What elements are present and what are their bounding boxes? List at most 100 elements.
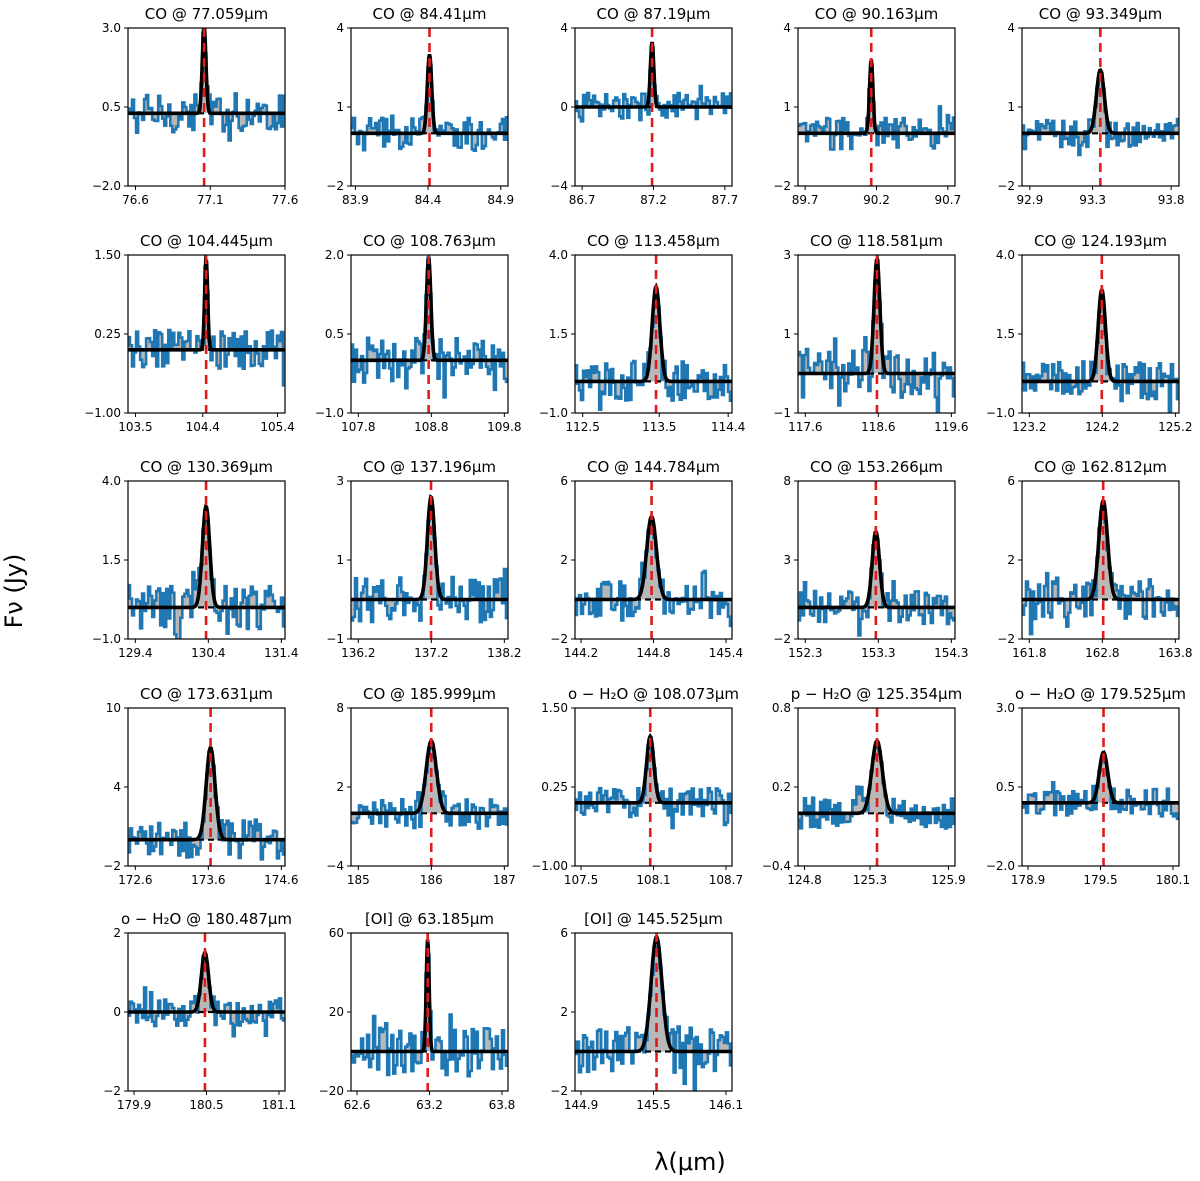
y-tick-label: 2 — [336, 780, 344, 794]
y-tick-label: 1.5 — [102, 553, 121, 567]
plot-area — [1022, 28, 1179, 186]
y-tick-label: −1 — [773, 406, 791, 420]
plot-area — [351, 255, 508, 413]
x-tick-label: 108.1 — [636, 873, 670, 887]
gaussian-fit — [128, 28, 285, 116]
y-tick-label: −2 — [773, 632, 791, 646]
x-tick-label: 118.6 — [861, 420, 895, 434]
y-tick-label: 2 — [560, 1005, 568, 1019]
axes-frame — [797, 27, 956, 187]
x-tick-label: 103.5 — [118, 420, 152, 434]
plot-area — [128, 933, 285, 1091]
flux-fill — [351, 505, 508, 623]
x-tick-label: 130.4 — [191, 646, 225, 660]
gaussian-fit — [128, 744, 285, 842]
x-tick-label: 145.5 — [636, 1098, 670, 1112]
gaussian-fit — [575, 41, 732, 109]
panel-title: CO @ 104.445μm — [140, 232, 273, 250]
spectrum-panel: CO @ 87.19μm 4 0 −486.7 87.2 87.7 — [550, 5, 738, 207]
x-tick-label: 161.8 — [1012, 646, 1046, 660]
flux-fill — [128, 751, 285, 860]
plot-area — [798, 255, 955, 413]
gaussian-fit — [1022, 750, 1179, 805]
y-tick-label: 1 — [336, 553, 344, 567]
x-tick-label: 174.6 — [264, 873, 298, 887]
y-tick-label: −2.0 — [986, 859, 1015, 873]
x-tick-label: 129.4 — [118, 646, 152, 660]
spectrum-line — [798, 65, 955, 151]
x-tick-label: 123.2 — [1012, 420, 1046, 434]
panel-title: CO @ 87.19μm — [597, 5, 711, 23]
spectrum-panel: CO @ 84.41μm 4 1 −283.9 84.4 84.9 — [326, 5, 514, 207]
gaussian-fit — [351, 738, 508, 816]
gaussian-fit — [351, 493, 508, 602]
x-tick-label: 76.6 — [122, 193, 149, 207]
y-tick-label: 4.0 — [996, 248, 1015, 262]
panel-title: o − H₂O @ 180.487μm — [121, 910, 292, 928]
x-tick-label: 77.6 — [272, 193, 299, 207]
y-tick-label: 2.0 — [325, 248, 344, 262]
flux-fill — [575, 293, 732, 410]
gaussian-fit — [1022, 497, 1179, 602]
flux-fill — [1022, 73, 1179, 155]
panel-title: CO @ 162.812μm — [1034, 458, 1167, 476]
plot-area — [798, 481, 955, 639]
panel-title: CO @ 77.059μm — [145, 5, 268, 23]
y-tick-label: −2.0 — [92, 179, 121, 193]
x-tick-label: 179.9 — [117, 1098, 151, 1112]
panel-title: o − H₂O @ 108.073μm — [568, 685, 739, 703]
y-tick-label: 6 — [560, 926, 568, 940]
y-tick-label: −2 — [103, 1084, 121, 1098]
y-tick-label: 3.0 — [996, 701, 1015, 715]
x-tick-label: 144.2 — [564, 646, 598, 660]
y-tick-label: 1 — [783, 100, 791, 114]
y-tick-label: 60 — [329, 926, 344, 940]
y-tick-label: −4 — [326, 859, 344, 873]
y-tick-label: −2 — [997, 179, 1015, 193]
x-axis-label: λ(μm) — [654, 1148, 726, 1176]
y-tick-label: −2 — [997, 632, 1015, 646]
x-tick-label: 173.6 — [191, 873, 225, 887]
y-tick-label: 4 — [336, 21, 344, 35]
x-tick-label: 163.8 — [1158, 646, 1192, 660]
panel-title: CO @ 113.458μm — [587, 232, 720, 250]
x-tick-label: 84.4 — [415, 193, 442, 207]
y-tick-label: 8 — [336, 701, 344, 715]
x-tick-label: 87.7 — [712, 193, 739, 207]
x-tick-label: 124.8 — [787, 873, 821, 887]
x-tick-label: 109.8 — [487, 420, 521, 434]
gaussian-fit — [1022, 285, 1179, 384]
x-tick-label: 137.2 — [414, 646, 448, 660]
panel-title: CO @ 90.163μm — [815, 5, 938, 23]
x-tick-label: 63.2 — [416, 1098, 443, 1112]
x-tick-label: 179.5 — [1083, 873, 1117, 887]
y-tick-label: 1 — [336, 100, 344, 114]
x-tick-label: 181.1 — [262, 1098, 296, 1112]
y-tick-label: 0.2 — [772, 780, 791, 794]
plot-area — [575, 28, 732, 186]
y-tick-label: 2 — [1007, 553, 1015, 567]
x-tick-label: 180.1 — [1156, 873, 1190, 887]
flux-fill — [575, 737, 732, 828]
plot-area — [798, 28, 955, 186]
x-tick-label: 138.2 — [487, 646, 521, 660]
x-tick-label: 125.3 — [853, 873, 887, 887]
y-axis-label: Fν (Jy) — [0, 554, 28, 629]
panel-title: CO @ 124.193μm — [1034, 232, 1167, 250]
y-tick-label: −2 — [550, 1084, 568, 1098]
spectrum-panel: CO @ 93.349μm 4 1 −292.9 93.3 93.8 — [997, 5, 1184, 207]
x-tick-label: 186 — [420, 873, 443, 887]
x-tick-label: 125.9 — [931, 873, 965, 887]
x-tick-label: 92.9 — [1016, 193, 1043, 207]
plot-area — [575, 255, 732, 413]
y-tick-label: −1.0 — [315, 406, 344, 420]
